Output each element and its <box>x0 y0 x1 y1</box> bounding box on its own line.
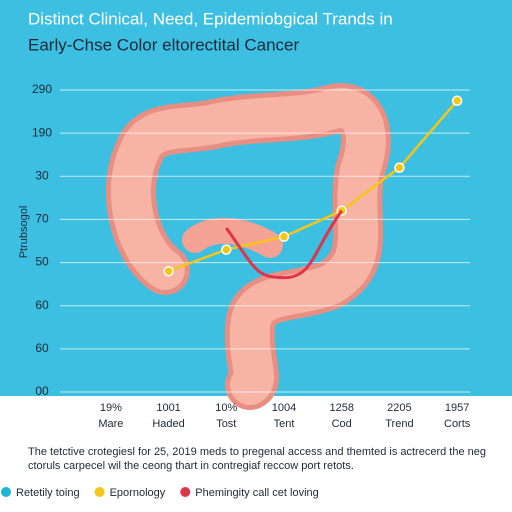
data-line <box>168 99 459 273</box>
x-tick-sublabel: Haded <box>152 418 184 430</box>
x-tick-label: 1004 <box>272 402 296 414</box>
footnote: ctoruls carpecel wil the ceong thart in … <box>28 460 354 472</box>
y-tick-label: 30 <box>35 168 49 182</box>
data-point <box>451 95 463 107</box>
legend-marker <box>180 487 191 497</box>
legend-label: Retetily toing <box>16 487 80 499</box>
y-tick-label: 00 <box>35 384 49 398</box>
legend-label: Epornology <box>110 487 166 499</box>
chart-subtitle: Early-Chse Color eltorectital Cancer <box>28 35 299 54</box>
data-point <box>278 231 290 242</box>
y-tick-label: 70 <box>35 212 49 226</box>
y-tick-label: 60 <box>35 341 49 355</box>
legend-marker <box>94 487 105 497</box>
footer-background <box>0 396 512 512</box>
x-tick-label: 1258 <box>329 402 353 414</box>
x-tick-sublabel: Tost <box>216 418 236 430</box>
data-line <box>225 209 343 280</box>
legend-marker <box>1 487 11 497</box>
legend-label: Phemingity call cet loving <box>195 487 319 499</box>
data-point <box>163 265 174 277</box>
x-tick-sublabel: Trend <box>385 418 413 430</box>
data-point <box>394 162 405 173</box>
x-tick-sublabel: Corts <box>444 418 471 430</box>
footnote: The tetctive crotegiesl for 25, 2019 med… <box>28 446 486 458</box>
x-tick-label: 1957 <box>445 402 469 414</box>
y-tick-label: 290 <box>32 82 52 96</box>
x-tick-sublabel: Mare <box>98 418 123 430</box>
x-tick-label: 10% <box>215 402 237 414</box>
y-tick-label: 50 <box>35 255 49 269</box>
chart-title: Distinct Clinical, Need, Epidemiobgical … <box>28 9 393 28</box>
y-tick-label: 60 <box>35 298 49 312</box>
y-tick-label: 190 <box>32 125 52 139</box>
x-tick-sublabel: Cod <box>332 418 352 430</box>
x-tick-label: 2205 <box>387 402 411 414</box>
x-tick-label: 1001 <box>156 402 180 414</box>
x-tick-sublabel: Tent <box>274 418 295 430</box>
x-tick-label: 19% <box>100 402 122 414</box>
y-axis-label: Ptrubsogol <box>18 206 30 259</box>
data-point <box>221 244 232 255</box>
